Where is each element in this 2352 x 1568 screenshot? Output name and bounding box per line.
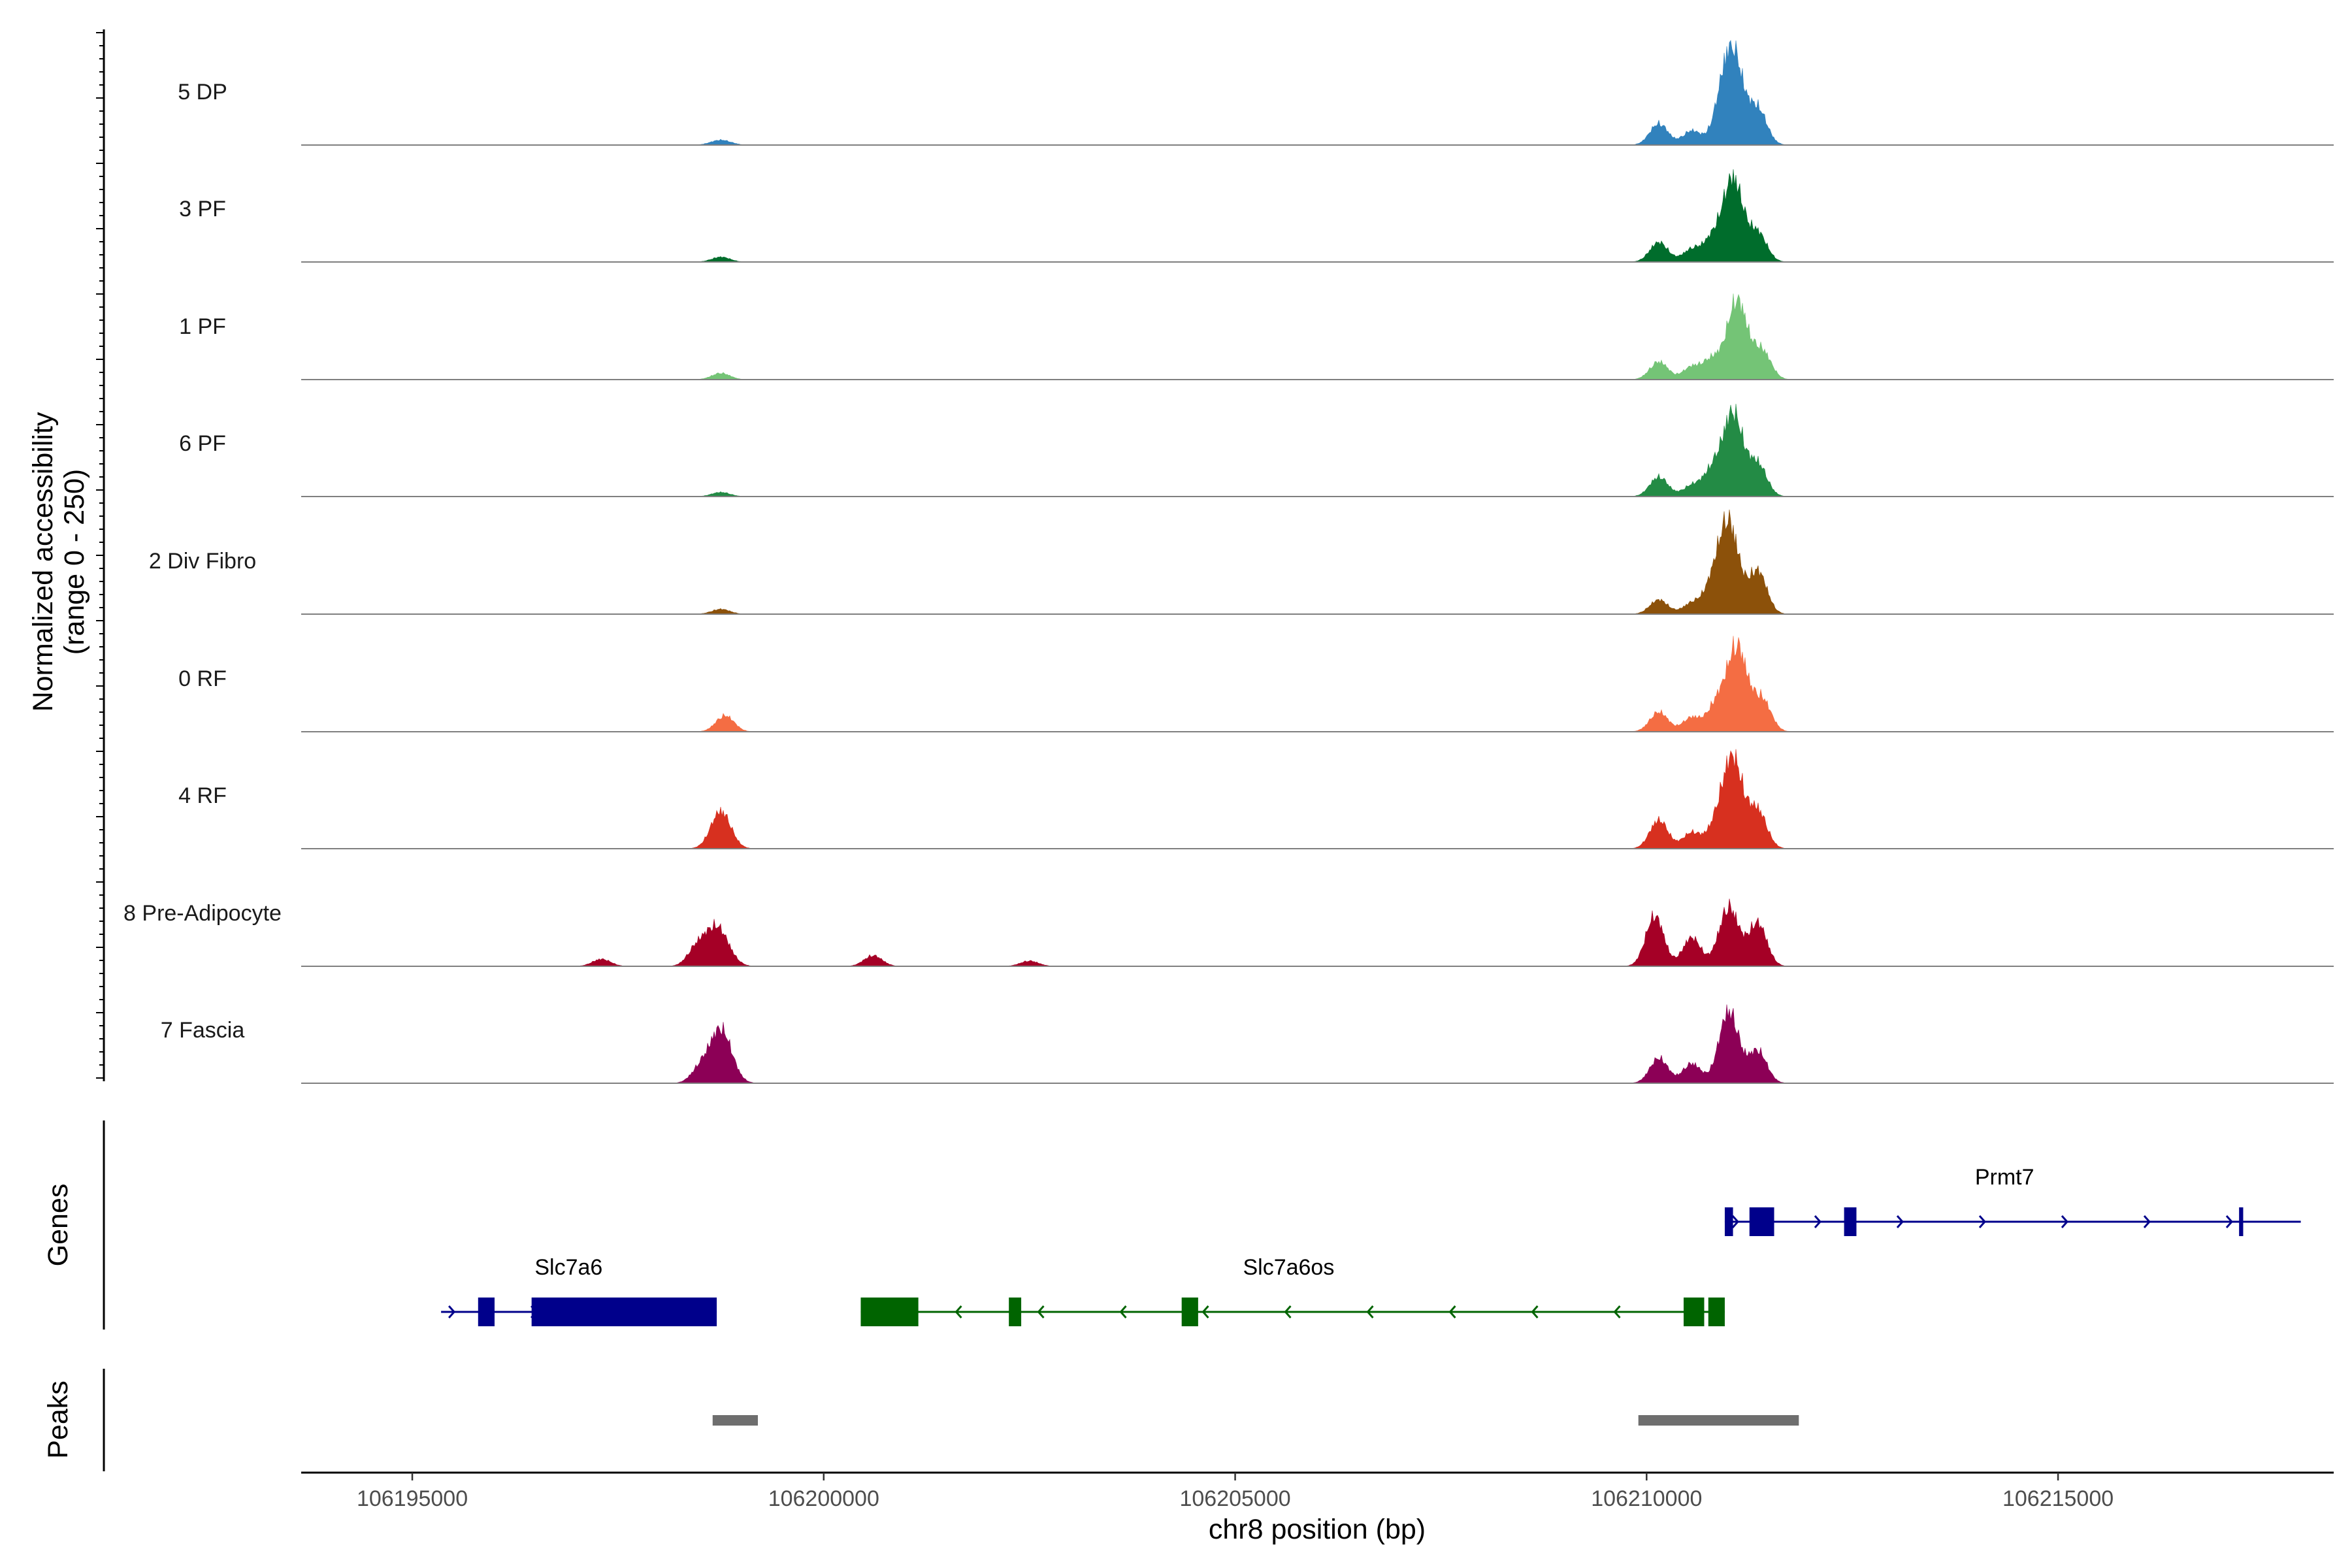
genes-panel-label: Genes — [42, 1184, 74, 1267]
strand-arrow — [1201, 1305, 1209, 1318]
track-label: 3 PF — [179, 197, 226, 221]
coverage-y-axis-ticks — [96, 32, 104, 1079]
exon — [1009, 1298, 1022, 1326]
x-tick-label: 106205000 — [1179, 1486, 1290, 1511]
exon — [2239, 1207, 2244, 1236]
x-axis-ticks: 106195000 106200000 106205000 106210000 1062… — [357, 1473, 2114, 1511]
track-8-pre-adipocyte: 8 Pre-Adipocyte — [123, 898, 2334, 967]
track-3-pf: 3 PF — [179, 169, 2334, 263]
gene-label: Prmt7 — [1975, 1165, 2034, 1190]
coverage-area — [301, 169, 2334, 263]
gene-prmt7: Prmt7 — [1724, 1165, 2301, 1236]
strand-arrow — [2225, 1215, 2233, 1228]
strand-arrow — [1896, 1215, 1904, 1228]
coverage-area — [301, 404, 2334, 497]
exon — [1724, 1207, 1733, 1236]
track-label: 6 PF — [179, 431, 226, 456]
track-4-rf: 4 RF — [178, 749, 2334, 849]
track-label: 8 Pre-Adipocyte — [123, 901, 282, 926]
strand-arrow — [1613, 1305, 1621, 1318]
track-label: 4 RF — [178, 783, 227, 808]
exon — [1844, 1207, 1857, 1236]
exon — [478, 1298, 495, 1326]
gene-label: Slc7a6 — [534, 1255, 602, 1280]
peaks-panel-label: Peaks — [42, 1380, 74, 1459]
gene-slc7a6: Slc7a6 — [441, 1255, 717, 1326]
strand-arrow — [1119, 1305, 1127, 1318]
x-tick-label: 106215000 — [2002, 1486, 2114, 1511]
x-tick-label: 106210000 — [1591, 1486, 1702, 1511]
strand-arrow — [2061, 1215, 2068, 1228]
gene-label: Slc7a6os — [1243, 1255, 1334, 1280]
track-label: 0 RF — [178, 666, 227, 691]
y-axis-title: Normalized accessibility (range 0 - 250) — [27, 412, 90, 711]
x-axis-title: chr8 position (bp) — [1209, 1514, 1426, 1545]
strand-arrow — [1448, 1305, 1456, 1318]
track-7-fascia: 7 Fascia — [161, 1004, 2334, 1084]
strand-arrow — [955, 1305, 962, 1318]
track-5-dp: 5 DP — [178, 40, 2334, 146]
strand-arrow — [448, 1305, 456, 1318]
strand-arrow — [1814, 1215, 1821, 1228]
x-tick-label: 106195000 — [357, 1486, 468, 1511]
track-label: 5 DP — [178, 80, 227, 105]
peak-region — [712, 1415, 759, 1426]
strand-arrow — [1037, 1305, 1045, 1318]
exon — [1708, 1298, 1725, 1326]
track-2-div-fibro: 2 Div Fibro — [149, 509, 2334, 615]
exon — [1749, 1207, 1774, 1236]
y-axis-label-line2: (range 0 - 250) — [59, 469, 90, 655]
gene-annotations: Prmt7 Slc7a6 Slc7a6os — [441, 1165, 2301, 1326]
track-6-pf: 6 PF — [179, 404, 2334, 497]
coverage-area — [301, 636, 2334, 732]
strand-arrow — [1531, 1305, 1539, 1318]
coverage-area — [301, 749, 2334, 849]
x-tick-label: 106200000 — [768, 1486, 879, 1511]
exon — [1181, 1298, 1198, 1326]
peak-regions — [712, 1415, 1799, 1426]
track-label: 7 Fascia — [161, 1018, 245, 1043]
coverage-tracks: 5 DP 3 PF 1 PF 6 PF 2 Div Fibro 0 RF 4 RF 8 Pre… — [123, 40, 2334, 1084]
exon — [860, 1298, 919, 1326]
strand-arrow — [1731, 1215, 1739, 1228]
exon — [531, 1298, 717, 1326]
track-label: 2 Div Fibro — [149, 549, 256, 574]
y-axis-label-line1: Normalized accessibility — [27, 412, 59, 711]
exon — [1683, 1298, 1705, 1326]
coverage-area — [301, 293, 2334, 380]
coverage-area — [301, 509, 2334, 615]
strand-arrow — [1978, 1215, 1986, 1228]
strand-arrow — [2143, 1215, 2151, 1228]
coverage-area — [301, 898, 2334, 967]
coverage-area — [301, 1004, 2334, 1084]
track-label: 1 PF — [179, 314, 226, 339]
coverage-area — [301, 40, 2334, 146]
track-0-rf: 0 RF — [178, 636, 2334, 732]
peak-region — [1638, 1415, 1799, 1426]
strand-arrow — [1366, 1305, 1374, 1318]
strand-arrow — [1284, 1305, 1292, 1318]
gene-slc7a6os: Slc7a6os — [860, 1255, 1725, 1326]
track-1-pf: 1 PF — [179, 293, 2334, 380]
